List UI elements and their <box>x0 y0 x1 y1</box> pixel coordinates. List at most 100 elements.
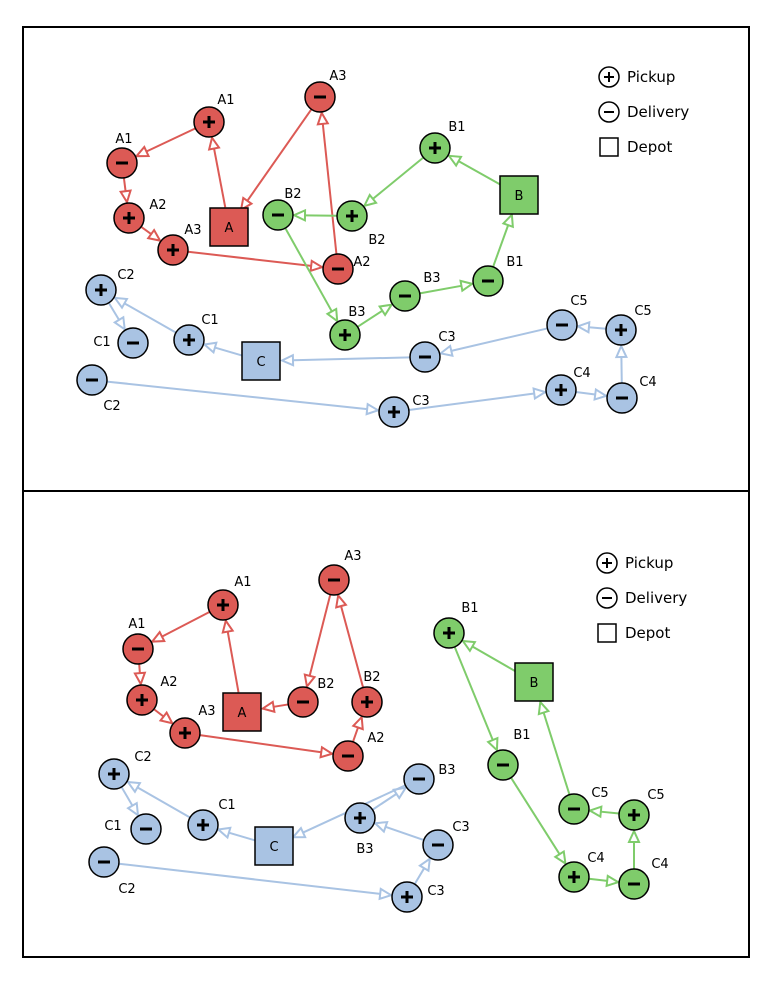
edge-dC2-to-pC3 <box>118 862 394 901</box>
depot-label: B <box>515 189 524 204</box>
legend-label-pickup: Pickup <box>627 68 675 86</box>
delivery-node-a1: A1 <box>106 132 138 179</box>
pickup-node-b1: B1 <box>419 120 466 164</box>
node-label: C5 <box>570 294 587 309</box>
route-edges <box>118 593 641 901</box>
edge-dC5-to-dB <box>537 699 571 795</box>
edge-pC2-to-dC1 <box>120 786 140 818</box>
pickup-node-b2: B2 <box>351 670 383 718</box>
depot-label: C <box>269 840 278 855</box>
edge-dB-to-pB1 <box>460 639 518 673</box>
edge-dA3-to-dA <box>239 108 313 212</box>
node-label: A3 <box>329 69 346 84</box>
route-edges <box>106 108 628 416</box>
top-panel: A B C A1 A1 A2 A3 A2 A3 B1 B2 B2 B3 B3 B1 C1 C2 C1 C2 C3 C4 C… <box>76 66 689 428</box>
depot-a: A <box>209 207 249 247</box>
delivery-node-c5: C5 <box>546 294 588 341</box>
pickup-node-c2: C2 <box>85 268 135 306</box>
node-label: A1 <box>217 93 234 108</box>
edge-dC-to-pC1 <box>202 341 243 357</box>
pickup-node-a1: A1 <box>193 93 235 138</box>
node-label: C2 <box>118 882 135 897</box>
edge-dA3-to-dB2 <box>303 594 332 689</box>
delivery-node-c2: C2 <box>76 364 121 414</box>
delivery-node-c2: C2 <box>88 846 136 897</box>
delivery-node-c1: C1 <box>93 327 149 359</box>
depot-c: C <box>241 341 281 381</box>
legend: Pickup Delivery Depot <box>596 552 687 643</box>
delivery-node-c4: C4 <box>606 375 657 414</box>
edge-dC3-to-dC <box>279 353 411 367</box>
route-nodes: A B C A1 A1 A2 A3 A2 A3 B1 B2 B2 B3 B3 B1 C1 C2 C1 C2 C3 C4 C… <box>76 69 657 428</box>
node-label: C5 <box>591 786 608 801</box>
depot-a: A <box>222 692 262 732</box>
depot-label: C <box>256 355 265 370</box>
edge-dA1-to-pA2 <box>133 663 147 687</box>
edge-dC2-to-pC3 <box>106 380 381 416</box>
node-label: B2 <box>368 233 385 248</box>
edge-dA1-to-pA2 <box>118 177 132 205</box>
delivery-node-b3: B3 <box>403 763 456 795</box>
pickup-node-c4: C4 <box>558 851 605 893</box>
edge-dC5-to-dC3 <box>438 327 548 358</box>
legend-label-delivery: Delivery <box>627 103 689 121</box>
delivery-node-c3: C3 <box>409 330 456 373</box>
pickup-node-a3: A3 <box>157 223 202 266</box>
edge-dB-to-pB1 <box>446 154 503 187</box>
edge-dB2-to-pB3 <box>284 227 339 324</box>
edge-dC4-to-pC5 <box>614 343 628 384</box>
node-label: B3 <box>423 271 440 286</box>
delivery-node-c1: C1 <box>104 813 162 845</box>
node-label: C1 <box>218 798 235 813</box>
node-label: C1 <box>104 819 121 834</box>
edge-dA2-to-dA3 <box>316 110 338 255</box>
depot-label: A <box>225 221 234 236</box>
node-label: B2 <box>284 187 301 202</box>
legend-item-delivery: Delivery <box>596 587 687 609</box>
pickup-node-c1: C1 <box>173 313 219 356</box>
node-label: B2 <box>363 670 380 685</box>
node-label: C1 <box>201 313 218 328</box>
delivery-node-c4: C4 <box>618 857 669 900</box>
depot-square-icon <box>597 623 617 643</box>
edge-pA2-to-pA3 <box>140 226 163 243</box>
node-label: C3 <box>452 820 469 835</box>
pickup-node-c3: C3 <box>391 881 445 913</box>
edge-pA1-to-dA1 <box>150 611 211 643</box>
node-label: C3 <box>438 330 455 345</box>
edge-pC1-to-pC2 <box>112 296 177 334</box>
depot-square-icon <box>599 137 619 157</box>
delivery-node-c3: C3 <box>422 820 470 861</box>
edge-dA-to-pA1 <box>207 135 227 208</box>
legend-label-delivery: Delivery <box>625 589 687 607</box>
edge-pB2-to-dB2 <box>291 208 338 222</box>
legend-label-depot: Depot <box>627 138 672 156</box>
pickup-node-c3: C3 <box>378 394 430 428</box>
node-label: A1 <box>234 575 251 590</box>
legend-label-depot: Depot <box>625 624 670 642</box>
delivery-node-b1: B1 <box>487 728 531 781</box>
node-label: C4 <box>651 857 668 872</box>
node-label: A2 <box>149 198 166 213</box>
bottom-panel: A B C A1 A1 A2 A3 A2 B2 A3 B2 B1 B1 C4 C4 C5 C5 C1 C2 C1 C2 C… <box>88 549 687 913</box>
pickup-node-a3: A3 <box>169 704 216 749</box>
pickup-node-b2: B2 <box>336 200 386 248</box>
edge-dA2-to-pB2 <box>351 714 364 743</box>
depot-label: B <box>530 676 539 691</box>
node-label: C3 <box>412 394 429 409</box>
pickup-node-b3: B3 <box>344 802 376 857</box>
node-label: A1 <box>128 617 145 632</box>
edge-pC2-to-dC1 <box>107 302 126 332</box>
delivery-node-b2: B2 <box>287 677 335 718</box>
edge-dC3-to-pB3 <box>372 820 425 842</box>
pickup-node-a2: A2 <box>126 675 178 716</box>
node-label: C4 <box>639 375 656 390</box>
edge-dB1-to-dB <box>492 212 514 268</box>
node-label: C4 <box>573 366 590 381</box>
node-label: B1 <box>461 601 478 616</box>
legend-item-depot: Depot <box>597 623 670 643</box>
edge-pB2-to-dA3 <box>334 593 365 688</box>
edge-pC5-to-dC5 <box>587 805 620 819</box>
edge-pC3-to-dC3 <box>413 856 432 885</box>
node-label: B2 <box>317 677 334 692</box>
